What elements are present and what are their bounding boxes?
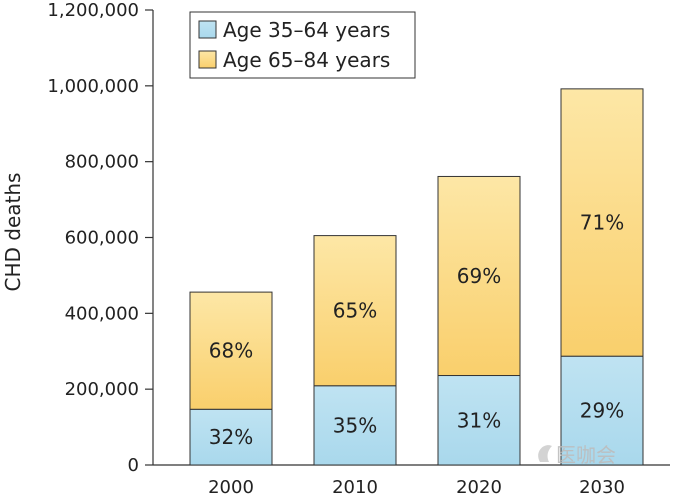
y-tick-label: 800,000 bbox=[65, 152, 139, 173]
x-tick-label: 2010 bbox=[332, 477, 378, 496]
y-tick-label: 600,000 bbox=[65, 228, 139, 249]
bar-2020-series-1 bbox=[437, 175, 521, 377]
y-tick-label: 400,000 bbox=[65, 303, 139, 324]
x-ticks: 2000 2010 2020 2030 bbox=[208, 477, 625, 496]
watermark-icon bbox=[538, 445, 552, 462]
bar-2020-series-0 bbox=[437, 375, 521, 466]
x-tick-label: 2030 bbox=[579, 477, 625, 496]
bar-label-2030-series-0: 29% bbox=[580, 399, 624, 423]
bar-label-2010-series-1: 65% bbox=[333, 299, 377, 323]
watermark-logo: 医咖会 bbox=[538, 443, 616, 467]
y-tick-label: 1,200,000 bbox=[47, 0, 139, 21]
y-ticks: 0 200,000 400,000 600,000 800,000 1,000,000 1,… bbox=[47, 0, 153, 476]
bar-2000-series-1 bbox=[189, 291, 273, 410]
y-tick-label: 1,000,000 bbox=[47, 76, 139, 97]
y-axis-label: CHD deaths bbox=[1, 173, 25, 292]
y-tick-label: 0 bbox=[128, 455, 139, 476]
legend-label-age-65-84: Age 65–84 years bbox=[223, 48, 390, 72]
x-tick-label: 2020 bbox=[456, 477, 502, 496]
bar-label-2020-series-1: 69% bbox=[457, 264, 501, 288]
bar-label-2020-series-0: 31% bbox=[457, 408, 501, 432]
bar-2030-series-1 bbox=[560, 88, 644, 357]
bar-label-2010-series-0: 35% bbox=[333, 413, 377, 437]
bars: 32% 68% 35% 65% 31% 69% 29% 71% bbox=[189, 88, 644, 466]
bar-label-2030-series-1: 71% bbox=[580, 211, 624, 235]
legend: Age 35–64 years Age 65–84 years bbox=[189, 11, 416, 79]
legend-swatch-age-65-84 bbox=[198, 50, 217, 69]
legend-swatch-age-35-64 bbox=[198, 20, 217, 39]
x-tick-label: 2000 bbox=[208, 477, 254, 496]
y-tick-label: 200,000 bbox=[65, 379, 139, 400]
legend-label-age-35-64: Age 35–64 years bbox=[223, 18, 390, 42]
bar-label-2000-series-0: 32% bbox=[209, 425, 253, 449]
bar-2010-series-0 bbox=[313, 385, 397, 466]
bar-label-2000-series-1: 68% bbox=[209, 339, 253, 363]
bar-2010-series-1 bbox=[313, 235, 397, 387]
watermark-text: 医咖会 bbox=[556, 443, 616, 467]
legend-box bbox=[189, 11, 416, 79]
bar-2000-series-0 bbox=[189, 408, 273, 466]
